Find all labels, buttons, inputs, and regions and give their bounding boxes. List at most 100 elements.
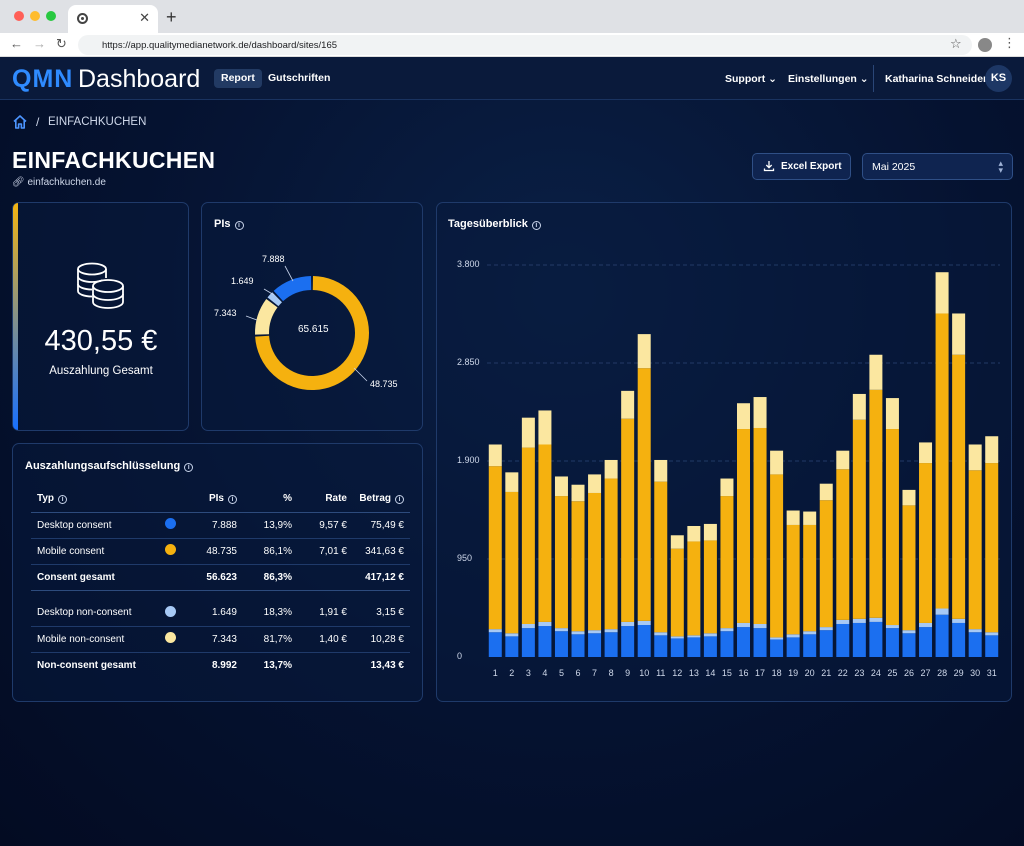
settings-menu[interactable]: Einstellungen ⌄ [788, 73, 869, 85]
bar-mobile-consent[interactable] [571, 501, 585, 632]
bar-mobile-consent[interactable] [538, 444, 552, 622]
bar-desktop-nonconsent[interactable] [637, 620, 651, 626]
donut-segment-desktop-consent[interactable] [273, 276, 312, 302]
bar-desktop-consent[interactable] [703, 636, 717, 657]
bar-desktop-nonconsent[interactable] [935, 608, 949, 615]
bar-desktop-consent[interactable] [488, 632, 502, 657]
bar-mobile-consent[interactable] [554, 496, 568, 629]
nav-gutschriften[interactable]: Gutschriften [268, 72, 331, 84]
bar-desktop-nonconsent[interactable] [604, 629, 618, 633]
nav-report[interactable]: Report [214, 69, 262, 88]
bar-mobile-nonconsent[interactable] [488, 444, 502, 467]
bar-desktop-nonconsent[interactable] [720, 628, 734, 632]
bar-desktop-nonconsent[interactable] [770, 637, 784, 640]
bar-desktop-consent[interactable] [505, 636, 519, 657]
bookmark-star-icon[interactable]: ☆ [950, 36, 962, 51]
minimize-window-icon[interactable] [30, 11, 40, 21]
bar-mobile-consent[interactable] [753, 427, 767, 624]
bar-mobile-consent[interactable] [637, 368, 651, 621]
bar-desktop-nonconsent[interactable] [505, 633, 519, 637]
bar-desktop-consent[interactable] [737, 627, 750, 657]
bar-mobile-consent[interactable] [902, 505, 916, 631]
info-icon[interactable]: i [228, 495, 237, 505]
bar-mobile-consent[interactable] [819, 500, 833, 628]
bar-mobile-consent[interactable] [852, 419, 866, 619]
bar-desktop-consent[interactable] [869, 621, 883, 657]
bar-desktop-nonconsent[interactable] [985, 632, 999, 636]
bar-desktop-nonconsent[interactable] [588, 630, 602, 634]
bar-desktop-consent[interactable] [621, 626, 635, 657]
bar-mobile-consent[interactable] [670, 548, 684, 637]
bar-mobile-nonconsent[interactable] [902, 489, 916, 506]
bar-mobile-nonconsent[interactable] [985, 436, 999, 464]
back-arrow-icon[interactable]: ← [10, 36, 23, 51]
bar-desktop-consent[interactable] [919, 627, 933, 657]
bar-mobile-nonconsent[interactable] [786, 510, 800, 525]
bar-mobile-nonconsent[interactable] [687, 525, 701, 542]
bar-mobile-nonconsent[interactable] [770, 450, 784, 475]
bar-mobile-consent[interactable] [985, 463, 999, 633]
bar-mobile-consent[interactable] [770, 474, 784, 638]
bar-mobile-consent[interactable] [621, 418, 635, 622]
tab-close-icon[interactable]: ✕ [139, 10, 150, 25]
bar-desktop-nonconsent[interactable] [852, 618, 866, 623]
maximize-window-icon[interactable] [46, 11, 56, 21]
close-window-icon[interactable] [14, 11, 24, 21]
bar-mobile-consent[interactable] [952, 354, 966, 619]
bar-mobile-consent[interactable] [720, 496, 734, 629]
bar-mobile-nonconsent[interactable] [538, 410, 552, 445]
info-icon[interactable]: i [234, 221, 244, 230]
bar-desktop-consent[interactable] [604, 632, 618, 657]
info-icon[interactable]: i [184, 463, 194, 472]
bar-desktop-consent[interactable] [819, 630, 833, 657]
bar-mobile-consent[interactable] [935, 313, 949, 609]
home-icon[interactable] [12, 114, 28, 130]
month-select[interactable]: Mai 2025 ▴ ▾ [862, 153, 1013, 180]
bar-desktop-consent[interactable] [935, 614, 949, 657]
bar-mobile-nonconsent[interactable] [869, 354, 883, 390]
bar-desktop-consent[interactable] [902, 633, 916, 657]
bar-desktop-nonconsent[interactable] [488, 629, 502, 633]
bar-mobile-consent[interactable] [885, 429, 899, 626]
bar-desktop-nonconsent[interactable] [869, 617, 883, 622]
donut-segment-mobile-nonconsent[interactable] [255, 298, 278, 335]
bar-desktop-consent[interactable] [538, 626, 552, 657]
bar-desktop-nonconsent[interactable] [538, 621, 552, 627]
bar-mobile-nonconsent[interactable] [952, 313, 966, 355]
bar-desktop-consent[interactable] [588, 633, 602, 657]
bar-desktop-nonconsent[interactable] [753, 623, 767, 629]
support-menu[interactable]: Support ⌄ [725, 73, 777, 85]
bar-mobile-consent[interactable] [803, 524, 817, 632]
bar-desktop-nonconsent[interactable] [968, 629, 982, 633]
info-icon[interactable]: i [395, 495, 404, 505]
bar-mobile-consent[interactable] [505, 491, 519, 634]
bar-mobile-nonconsent[interactable] [968, 444, 982, 471]
bar-desktop-nonconsent[interactable] [786, 634, 800, 638]
bar-desktop-nonconsent[interactable] [654, 632, 668, 636]
bar-desktop-consent[interactable] [571, 634, 585, 657]
bar-mobile-consent[interactable] [521, 447, 535, 624]
bar-desktop-nonconsent[interactable] [902, 630, 916, 634]
bar-desktop-nonconsent[interactable] [952, 618, 966, 623]
bar-desktop-consent[interactable] [803, 634, 817, 657]
bar-mobile-nonconsent[interactable] [588, 474, 602, 493]
bar-mobile-nonconsent[interactable] [803, 511, 817, 525]
bar-desktop-nonconsent[interactable] [919, 622, 933, 628]
bar-desktop-consent[interactable] [554, 631, 568, 657]
bar-mobile-nonconsent[interactable] [505, 472, 519, 492]
bar-mobile-consent[interactable] [919, 463, 933, 623]
bar-mobile-nonconsent[interactable] [852, 393, 866, 420]
bar-desktop-nonconsent[interactable] [554, 628, 568, 632]
bar-desktop-consent[interactable] [968, 632, 982, 657]
bar-desktop-consent[interactable] [852, 622, 866, 657]
bar-desktop-nonconsent[interactable] [571, 631, 585, 635]
browser-menu-icon[interactable]: ⋮ [1003, 35, 1016, 50]
bar-mobile-nonconsent[interactable] [737, 403, 750, 430]
bar-mobile-nonconsent[interactable] [703, 523, 717, 541]
bar-desktop-consent[interactable] [770, 639, 784, 657]
bar-mobile-consent[interactable] [588, 492, 602, 631]
bar-mobile-nonconsent[interactable] [836, 450, 850, 470]
site-link[interactable]: 🔗︎ einfachkuchen.de [12, 177, 106, 188]
bar-desktop-consent[interactable] [720, 631, 734, 657]
bar-desktop-nonconsent[interactable] [703, 633, 717, 637]
